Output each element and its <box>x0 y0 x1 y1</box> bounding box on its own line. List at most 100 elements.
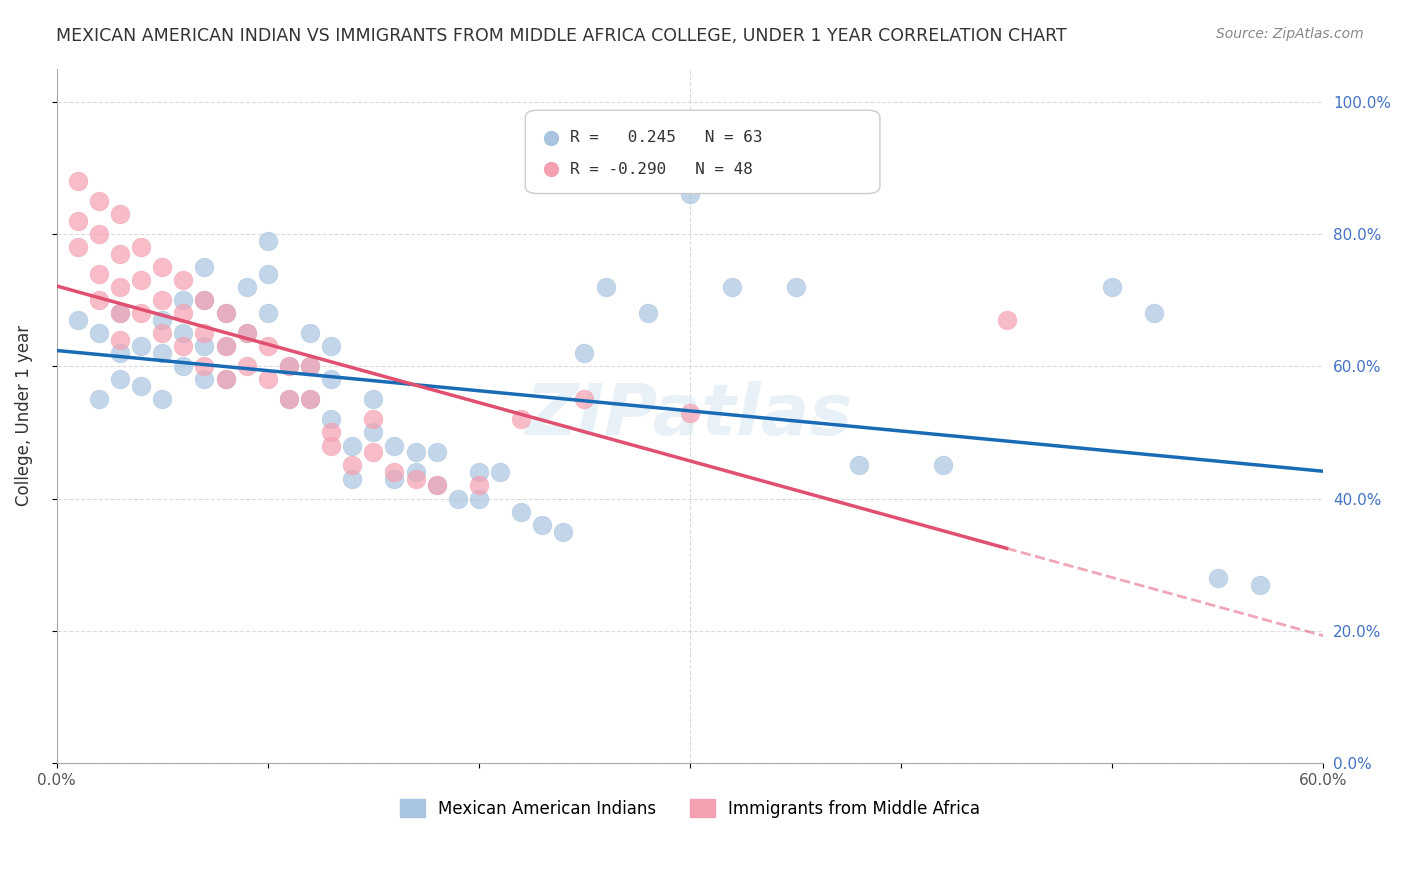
FancyBboxPatch shape <box>526 111 880 194</box>
Point <box>277 392 299 407</box>
Point <box>235 326 257 340</box>
Point <box>869 190 891 204</box>
Point <box>108 372 131 386</box>
Point <box>172 306 194 320</box>
Point <box>150 346 173 360</box>
Point <box>108 346 131 360</box>
Point <box>66 213 89 227</box>
Point <box>256 306 278 320</box>
Point <box>108 306 131 320</box>
Point <box>214 306 236 320</box>
Point <box>340 472 363 486</box>
Point <box>298 392 321 407</box>
Point <box>172 273 194 287</box>
Point <box>319 372 342 386</box>
Point <box>256 267 278 281</box>
Point <box>995 313 1018 327</box>
Point <box>721 280 744 294</box>
Point <box>129 273 152 287</box>
Point <box>1143 306 1166 320</box>
Point <box>214 306 236 320</box>
Point <box>510 412 533 426</box>
Point <box>108 246 131 260</box>
Point <box>1249 577 1271 591</box>
Point <box>361 392 384 407</box>
Point <box>637 306 659 320</box>
Point <box>468 465 491 479</box>
Point <box>361 445 384 459</box>
Point <box>298 326 321 340</box>
Point <box>869 161 891 175</box>
Legend: Mexican American Indians, Immigrants from Middle Africa: Mexican American Indians, Immigrants fro… <box>394 793 987 824</box>
Point <box>405 472 427 486</box>
Point <box>193 372 215 386</box>
Point <box>340 458 363 473</box>
Point <box>87 326 110 340</box>
Point <box>298 359 321 374</box>
Text: MEXICAN AMERICAN INDIAN VS IMMIGRANTS FROM MIDDLE AFRICA COLLEGE, UNDER 1 YEAR C: MEXICAN AMERICAN INDIAN VS IMMIGRANTS FR… <box>56 27 1067 45</box>
Point <box>193 326 215 340</box>
Point <box>361 425 384 440</box>
Point <box>319 439 342 453</box>
Point <box>319 425 342 440</box>
Point <box>87 194 110 208</box>
Point <box>87 267 110 281</box>
Point <box>426 478 449 492</box>
Point <box>129 240 152 254</box>
Y-axis label: College, Under 1 year: College, Under 1 year <box>15 326 32 507</box>
Point <box>574 346 596 360</box>
Point <box>298 359 321 374</box>
Point <box>489 465 512 479</box>
Point <box>447 491 470 506</box>
Point <box>256 339 278 353</box>
Point <box>384 439 406 453</box>
Point <box>531 518 554 533</box>
Point <box>235 359 257 374</box>
Point <box>679 187 702 202</box>
Point <box>66 174 89 188</box>
Point <box>214 372 236 386</box>
Point <box>277 359 299 374</box>
Point <box>235 280 257 294</box>
Point <box>66 313 89 327</box>
Point <box>319 412 342 426</box>
Point <box>214 339 236 353</box>
Point <box>1101 280 1123 294</box>
Point <box>129 306 152 320</box>
Point <box>510 505 533 519</box>
Point <box>785 280 807 294</box>
Point <box>679 405 702 419</box>
Point <box>87 227 110 241</box>
Point <box>193 359 215 374</box>
Point <box>193 339 215 353</box>
Point <box>108 207 131 221</box>
Point <box>150 313 173 327</box>
Point <box>193 293 215 307</box>
Point <box>277 392 299 407</box>
Point <box>553 524 575 539</box>
Point <box>426 478 449 492</box>
Point <box>172 339 194 353</box>
Point <box>298 392 321 407</box>
Text: ZIPatlas: ZIPatlas <box>526 381 853 450</box>
Point <box>277 359 299 374</box>
Point <box>1206 571 1229 585</box>
Point <box>129 339 152 353</box>
Point <box>214 372 236 386</box>
Point <box>340 439 363 453</box>
Point <box>256 234 278 248</box>
Point <box>256 372 278 386</box>
Point <box>574 392 596 407</box>
Point <box>319 339 342 353</box>
Point <box>384 465 406 479</box>
Point <box>384 472 406 486</box>
Text: Source: ZipAtlas.com: Source: ZipAtlas.com <box>1216 27 1364 41</box>
Text: R =   0.245   N = 63: R = 0.245 N = 63 <box>569 130 762 145</box>
Point <box>235 326 257 340</box>
Point <box>595 280 617 294</box>
Point <box>87 392 110 407</box>
Point <box>172 326 194 340</box>
Point <box>193 260 215 274</box>
Text: R = -0.290   N = 48: R = -0.290 N = 48 <box>569 161 752 177</box>
Point <box>214 339 236 353</box>
